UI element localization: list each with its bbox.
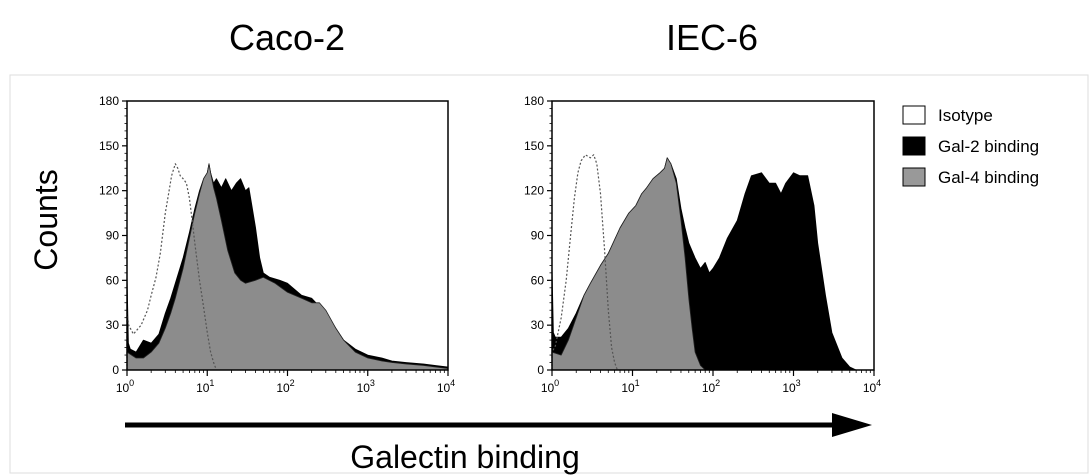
x-axis-arrow <box>125 413 872 437</box>
plot-caco2: 0 30 60 90 120 150 180 100 101 102 103 104 <box>99 94 455 395</box>
legend-swatch-gal4 <box>902 167 926 187</box>
x-tick-label: 100 <box>541 378 559 395</box>
y-tick-label: 30 <box>531 318 545 332</box>
x-tick-label: 104 <box>437 378 455 395</box>
x-tick-label: 103 <box>357 378 375 395</box>
y-tick-label: 180 <box>99 94 119 108</box>
y-tick-label: 0 <box>537 363 544 377</box>
figure-frame <box>9 74 1089 474</box>
arrow-head <box>832 413 872 437</box>
legend-label-gal4: Gal-4 binding <box>938 168 1039 187</box>
legend-label-isotype: Isotype <box>938 106 993 125</box>
y-tick-label: 60 <box>106 273 120 287</box>
y-tick-label: 90 <box>106 229 120 243</box>
y-tick-label: 120 <box>99 184 119 198</box>
y-axis-label: Counts <box>28 169 64 270</box>
x-tick-label: 101 <box>196 378 214 395</box>
plot-iec6: 0 30 60 90 120 150 180 100 101 102 103 104 <box>524 94 881 395</box>
x-tick-label: 103 <box>782 378 800 395</box>
series-gal-4-binding-iec6 <box>551 157 706 371</box>
y-tick-label: 0 <box>112 363 119 377</box>
y-tick-label: 30 <box>106 318 120 332</box>
x-tick-label: 102 <box>702 378 720 395</box>
y-tick-label: 150 <box>524 139 544 153</box>
series-gal-4-binding-caco2 <box>126 163 449 371</box>
y-tick-label: 120 <box>524 184 544 198</box>
x-tick-label: 100 <box>116 378 134 395</box>
legend-label-gal2: Gal-2 binding <box>938 137 1039 156</box>
series-isotype-iec6 <box>551 154 618 371</box>
x-tick-label: 104 <box>863 378 881 395</box>
legend: Isotype Gal-2 binding Gal-4 binding <box>902 105 1039 187</box>
legend-swatch-gal2 <box>902 136 926 156</box>
y-tick-label: 90 <box>531 229 545 243</box>
panel-title-caco2: Caco-2 <box>229 17 345 58</box>
y-tick-label: 150 <box>99 139 119 153</box>
panel-title-iec6: IEC-6 <box>666 17 758 58</box>
x-axis-label: Galectin binding <box>350 439 579 475</box>
y-tick-label: 180 <box>524 94 544 108</box>
series-isotype-caco2 <box>126 163 217 371</box>
x-tick-label: 102 <box>276 378 294 395</box>
x-tick-label: 101 <box>621 378 639 395</box>
y-tick-label: 60 <box>531 273 545 287</box>
legend-swatch-isotype <box>902 105 926 125</box>
